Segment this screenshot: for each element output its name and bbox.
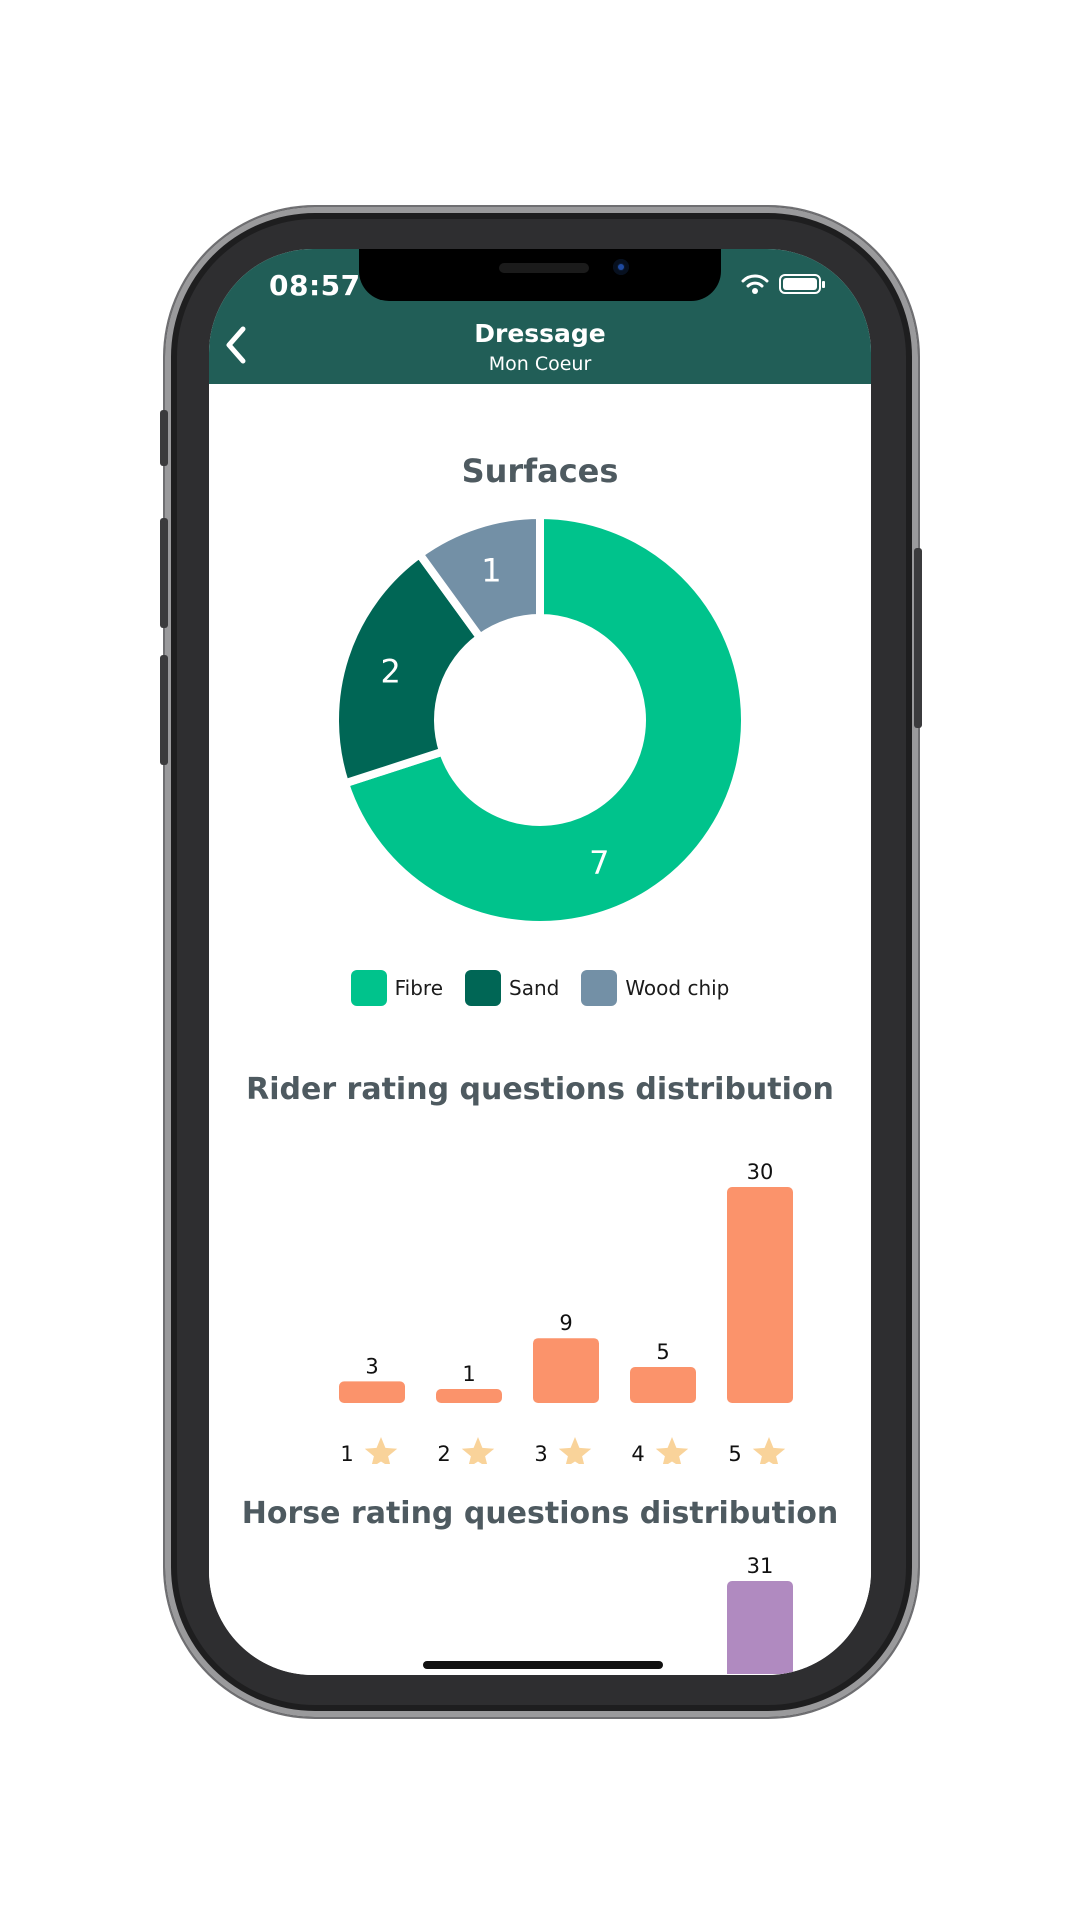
horse-distribution-chart: 31 (727, 1554, 793, 1674)
legend-swatch-fibre (350, 970, 387, 1006)
legend-label-sand: Sand (509, 976, 560, 1000)
side-button-volume-down (160, 655, 168, 765)
wifi-icon (741, 274, 769, 294)
chevron-left-icon (226, 326, 246, 364)
bar-value-label: 3 (365, 1354, 378, 1378)
tick-label: 2 (437, 1442, 450, 1464)
scroll-content[interactable]: Surfaces 7 2 1 Fibre Sand Wood chip Rider … (209, 384, 871, 1675)
star-icon (364, 1437, 398, 1464)
legend-swatch-sand (465, 970, 501, 1006)
legend-label-fibre: Fibre (394, 976, 443, 1000)
phone-screen: 08:57 Dressage Mon Coeur Surfaces 7 2 1 Fi… (209, 249, 871, 1675)
donut-slice-wood-chip (413, 510, 544, 644)
bar-value-label: 5 (656, 1340, 669, 1364)
bar-5 (727, 1187, 793, 1403)
tick-label: 1 (340, 1442, 353, 1464)
status-icons (741, 273, 825, 295)
legend-swatch-wood-chip (581, 970, 618, 1006)
side-button-power (914, 548, 922, 728)
bar-1 (339, 1381, 405, 1403)
legend-item-fibre: Fibre (350, 970, 443, 1006)
tick-label: 3 (534, 1442, 547, 1464)
surfaces-legend: Fibre Sand Wood chip (209, 970, 871, 1006)
status-time: 08:57 (269, 269, 361, 302)
battery-icon (779, 274, 825, 294)
legend-item-sand: Sand (465, 970, 559, 1006)
star-icon (752, 1437, 786, 1464)
bar-4 (630, 1367, 696, 1403)
surfaces-title: Surfaces (461, 452, 619, 490)
rider-distribution-chart: 3 1 1 2 9 3 5 4 30 5 (339, 1160, 793, 1464)
legend-item-wood-chip: Wood chip (581, 970, 729, 1006)
donut-value-label: 7 (589, 844, 609, 882)
star-icon (461, 1437, 495, 1464)
page-subtitle: Mon Coeur (488, 353, 592, 375)
star-icon (558, 1437, 592, 1464)
notch (359, 249, 721, 301)
page-title: Dressage (474, 319, 606, 348)
donut-value-label: 1 (481, 552, 501, 590)
legend-label-wood-chip: Wood chip (625, 976, 730, 1000)
side-button-volume-up (160, 518, 168, 628)
bar-value-label: 1 (462, 1362, 475, 1386)
surfaces-donut-chart: 7 2 1 (331, 510, 749, 929)
home-indicator (423, 1661, 663, 1669)
bar-value-label: 30 (747, 1160, 774, 1184)
donut-slice-sand (331, 548, 486, 789)
donut-value-label: 2 (381, 652, 401, 690)
bar-3 (533, 1338, 599, 1403)
speaker (499, 263, 589, 273)
side-button-mute (160, 410, 168, 466)
star-icon (655, 1437, 689, 1464)
back-button[interactable] (217, 321, 257, 369)
tick-label: 5 (728, 1442, 741, 1464)
bar-value-label: 9 (559, 1311, 572, 1335)
horse-distribution-title: Horse rating questions distribution (241, 1496, 839, 1531)
front-camera (613, 259, 629, 275)
donut-slice-fibre (339, 510, 749, 929)
bar-2 (436, 1389, 502, 1403)
bar-value-label: 31 (747, 1554, 774, 1578)
bar-5 (727, 1581, 793, 1674)
rider-distribution-title: Rider rating questions distribution (246, 1072, 834, 1107)
tick-label: 4 (631, 1442, 644, 1464)
